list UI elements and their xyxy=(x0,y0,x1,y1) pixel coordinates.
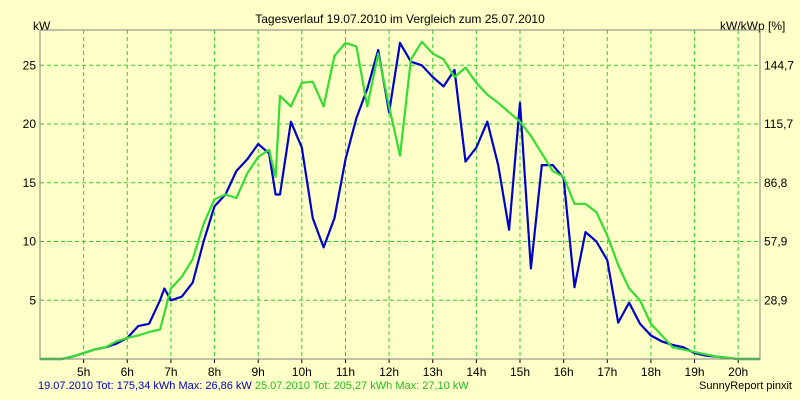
footer-series2-summary: 25.07.2010 Tot: 205,27 kWh Max: 27,10 kW xyxy=(254,380,469,392)
x-tick-label: 19h xyxy=(685,365,705,379)
x-tick-label: 11h xyxy=(336,365,355,379)
y-tick-label-right: 28,9 xyxy=(764,293,788,307)
x-tick-label: 8h xyxy=(208,365,221,379)
y-axis-left-ticks: 5 10 15 20 25 xyxy=(23,58,37,307)
series-line-1 xyxy=(40,41,760,361)
plot-frame xyxy=(39,29,761,360)
y-axis-right-label: kW/kWp [%] xyxy=(720,19,785,33)
chart-title: Tagesverlauf 19.07.2010 im Vergleich zum… xyxy=(255,12,545,26)
x-tick-label: 18h xyxy=(641,365,661,379)
x-tick-label: 5h xyxy=(77,365,90,379)
x-tick-label: 13h xyxy=(423,365,443,379)
x-tick-label: 20h xyxy=(728,365,748,379)
y-tick-label-right: 144,7 xyxy=(764,58,794,72)
x-tick-label: 10h xyxy=(292,365,312,379)
y-tick-label-right: 57,9 xyxy=(764,235,788,249)
footer-series1-summary: 19.07.2010 Tot: 175,34 kWh Max: 26,86 kW xyxy=(38,380,252,392)
x-tick-label: 16h xyxy=(554,365,574,379)
x-tick-label: 17h xyxy=(597,365,617,379)
y-tick-label-left: 10 xyxy=(23,235,37,249)
y-tick-label-left: 5 xyxy=(29,293,36,307)
x-tick-label: 12h xyxy=(379,365,399,379)
series-lines xyxy=(40,40,760,361)
x-axis-ticks: 5h 6h 7h 8h 9h 10h 11h 12h 13h 14h 15h 16h 17h 18h 19h… xyxy=(77,359,748,379)
y-tick-label-left: 15 xyxy=(23,176,37,190)
x-tick-label: 14h xyxy=(466,365,486,379)
footer-totals: 19.07.2010 Tot: 175,34 kWh Max: 26,86 kW… xyxy=(38,380,469,392)
y-tick-label-left: 20 xyxy=(23,117,37,131)
x-tick-label: 6h xyxy=(121,365,134,379)
y-tick-label-left: 25 xyxy=(23,58,37,72)
y-axis-left-label: kW xyxy=(33,19,51,33)
footer-credit: SunnyReport pinxit xyxy=(699,380,792,392)
y-tick-label-right: 86,8 xyxy=(764,176,788,190)
y-axis-right-ticks: 28,9 57,9 86,8 115,7 144,7 xyxy=(764,58,794,307)
series-line-2 xyxy=(40,40,760,361)
x-tick-label: 7h xyxy=(164,365,177,379)
x-tick-label: 9h xyxy=(252,365,265,379)
y-tick-label-right: 115,7 xyxy=(764,117,793,131)
x-tick-label: 15h xyxy=(510,365,530,379)
